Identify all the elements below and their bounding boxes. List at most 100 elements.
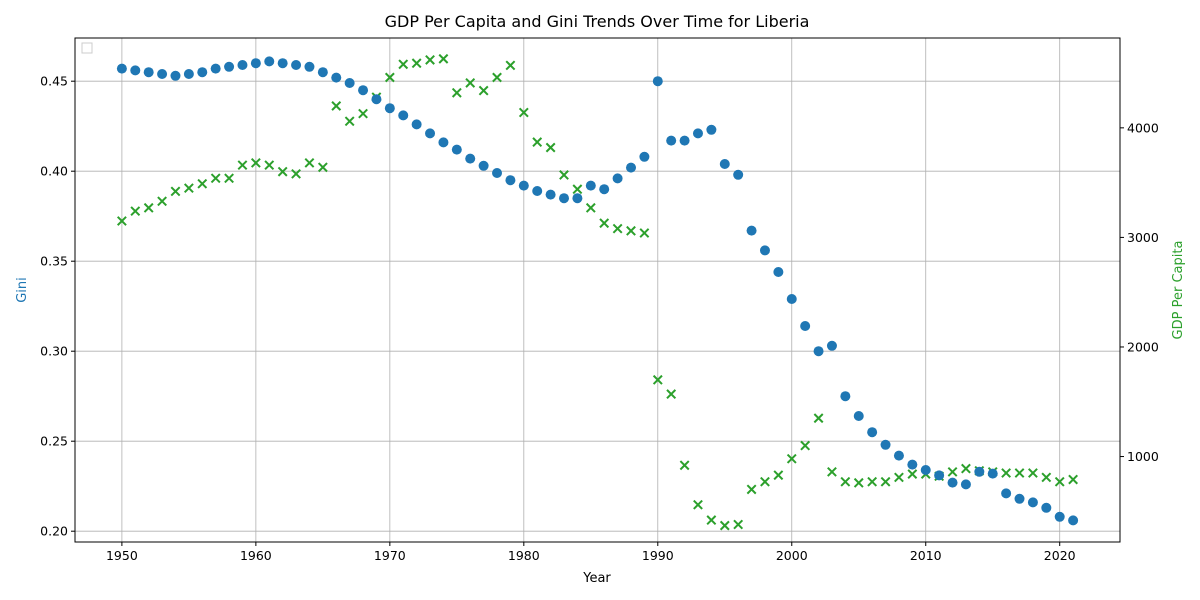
gini-point bbox=[960, 479, 971, 490]
gdp-point-stroke bbox=[961, 463, 971, 474]
gini-point bbox=[237, 60, 248, 70]
gdp-point bbox=[317, 162, 328, 173]
gdp-point-stroke bbox=[264, 160, 275, 171]
gdp-point-stroke bbox=[746, 484, 757, 495]
gini-point bbox=[317, 67, 328, 78]
gdp-point-stroke bbox=[947, 466, 958, 477]
gdp-point bbox=[827, 466, 837, 477]
gdp-point bbox=[157, 196, 167, 207]
gdp-point bbox=[679, 460, 690, 471]
gdp-point-stroke bbox=[331, 101, 342, 111]
gdp-point-stroke bbox=[451, 87, 462, 98]
x-tick-label: 1950 bbox=[106, 548, 138, 563]
gini-point bbox=[264, 56, 275, 67]
gdp-point bbox=[183, 183, 194, 194]
gdp-point-stroke bbox=[317, 162, 328, 173]
gini-point bbox=[719, 159, 730, 169]
gdp-point bbox=[1068, 474, 1079, 485]
gdp-point bbox=[853, 477, 864, 488]
y-left-tick-label: 0.40 bbox=[40, 164, 68, 179]
gini-point bbox=[425, 128, 436, 139]
gdp-point bbox=[465, 78, 476, 88]
gdp-point bbox=[250, 157, 261, 168]
gdp-point-stroke bbox=[183, 183, 194, 194]
gdp-point bbox=[344, 116, 355, 127]
x-tick-label: 2010 bbox=[910, 548, 942, 563]
y-axis-right: 1000 2000 3000 4000 bbox=[1120, 120, 1159, 464]
gdp-point-stroke bbox=[639, 228, 650, 238]
x-tick-label: 2000 bbox=[776, 548, 808, 563]
gini-point bbox=[840, 391, 851, 402]
gdp-point-stroke bbox=[358, 108, 368, 119]
gdp-point bbox=[947, 466, 958, 477]
gdp-point-stroke bbox=[800, 440, 811, 451]
gdp-point-stroke bbox=[626, 225, 636, 236]
gini-point bbox=[478, 160, 489, 171]
y-left-tick-label: 0.45 bbox=[40, 74, 68, 89]
gini-point bbox=[934, 470, 945, 481]
gdp-point-stroke bbox=[425, 55, 435, 65]
gdp-point bbox=[277, 166, 288, 177]
gdp-point-stroke bbox=[532, 137, 543, 147]
gdp-point bbox=[746, 484, 757, 495]
gdp-point-stroke bbox=[384, 72, 395, 83]
gini-point bbox=[1054, 511, 1065, 522]
gdp-point bbox=[264, 160, 275, 171]
gdp-point-stroke bbox=[652, 374, 663, 385]
gini-point bbox=[612, 173, 623, 184]
gini-point bbox=[652, 76, 663, 87]
gdp-point-stroke bbox=[545, 142, 556, 153]
gdp-point bbox=[492, 72, 502, 83]
gini-point bbox=[505, 175, 516, 186]
gdp-point-stroke bbox=[559, 170, 569, 180]
gini-point bbox=[371, 94, 382, 105]
gdp-point bbox=[639, 228, 650, 238]
y-axis-left: 0.20 0.25 0.30 0.35 0.40 0.45 bbox=[40, 74, 75, 539]
gini-point bbox=[826, 340, 837, 351]
gdp-point-stroke bbox=[1054, 476, 1065, 487]
gdp-point bbox=[1028, 468, 1038, 478]
gdp-point bbox=[1041, 472, 1052, 483]
gdp-point-stroke bbox=[291, 168, 301, 179]
gini-point bbox=[907, 459, 918, 470]
gini-point bbox=[291, 60, 302, 70]
gdp-point bbox=[612, 223, 623, 234]
gini-point bbox=[545, 189, 556, 200]
x-tick-label: 2020 bbox=[1044, 548, 1076, 563]
gdp-point-stroke bbox=[116, 216, 127, 226]
gdp-point-stroke bbox=[1014, 468, 1025, 478]
gdp-point-stroke bbox=[894, 472, 904, 483]
gini-point bbox=[1068, 515, 1079, 526]
gdp-point bbox=[773, 470, 784, 481]
gdp-point bbox=[1014, 468, 1025, 478]
gini-point bbox=[773, 267, 784, 277]
gdp-point bbox=[518, 107, 529, 118]
gdp-point bbox=[867, 476, 878, 487]
gdp-point-stroke bbox=[170, 186, 181, 197]
gini-point bbox=[947, 477, 958, 488]
y-right-tick-label: 3000 bbox=[1127, 230, 1159, 245]
x-tick-label: 1990 bbox=[642, 548, 674, 563]
gdp-point-stroke bbox=[277, 166, 288, 177]
gdp-point-stroke bbox=[612, 223, 623, 234]
gini-point bbox=[625, 162, 636, 173]
gdp-point-stroke bbox=[853, 477, 864, 488]
gini-point bbox=[411, 119, 422, 130]
gini-point bbox=[465, 153, 476, 164]
gdp-point-stroke bbox=[438, 53, 449, 64]
gdp-point-stroke bbox=[786, 453, 797, 464]
gini-point bbox=[759, 245, 770, 256]
x-axis: 1950 1960 1970 1980 1990 2000 2010 2020 bbox=[106, 542, 1076, 563]
gdp-point-stroke bbox=[760, 476, 770, 487]
gdp-point-stroke bbox=[478, 85, 489, 96]
gini-point bbox=[666, 135, 677, 146]
gdp-point bbox=[706, 515, 717, 525]
gdp-point-stroke bbox=[907, 469, 918, 479]
y-right-tick-label: 1000 bbox=[1127, 449, 1159, 464]
gdp-point bbox=[398, 59, 409, 70]
gdp-point bbox=[813, 413, 824, 424]
gini-point bbox=[183, 69, 194, 79]
gini-point bbox=[492, 168, 503, 178]
gini-point bbox=[920, 465, 931, 475]
